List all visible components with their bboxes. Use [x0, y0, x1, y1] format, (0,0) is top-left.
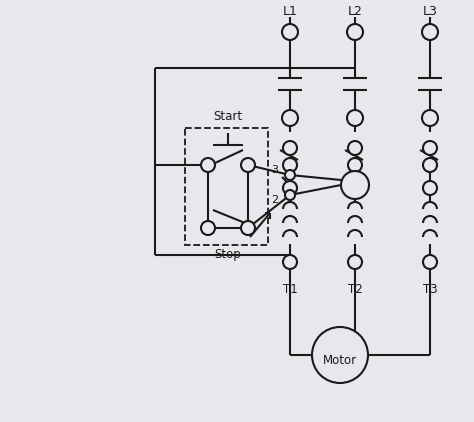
Circle shape [283, 158, 297, 172]
Text: T1: T1 [283, 283, 297, 296]
Circle shape [312, 327, 368, 383]
Circle shape [282, 24, 298, 40]
Text: Stop: Stop [215, 248, 241, 261]
Text: T3: T3 [423, 283, 438, 296]
Text: Start: Start [213, 110, 243, 123]
Text: 3: 3 [271, 165, 278, 175]
Circle shape [241, 221, 255, 235]
Text: T2: T2 [347, 283, 363, 296]
Circle shape [283, 181, 297, 195]
Circle shape [285, 190, 295, 200]
Bar [185, 128, 268, 245]
Circle shape [423, 158, 437, 172]
Circle shape [341, 171, 369, 199]
Circle shape [285, 170, 295, 180]
Circle shape [348, 141, 362, 155]
Circle shape [283, 255, 297, 269]
Text: L1: L1 [283, 5, 298, 18]
Circle shape [347, 24, 363, 40]
Circle shape [201, 158, 215, 172]
Circle shape [423, 141, 437, 155]
Circle shape [422, 110, 438, 126]
Circle shape [348, 255, 362, 269]
Circle shape [347, 110, 363, 126]
Text: L2: L2 [347, 5, 363, 18]
Circle shape [348, 181, 362, 195]
Circle shape [423, 255, 437, 269]
Circle shape [423, 181, 437, 195]
Text: Motor: Motor [323, 354, 357, 366]
Circle shape [348, 158, 362, 172]
Text: L3: L3 [422, 5, 438, 18]
Circle shape [201, 221, 215, 235]
Circle shape [283, 141, 297, 155]
Circle shape [282, 110, 298, 126]
Circle shape [241, 158, 255, 172]
Circle shape [422, 24, 438, 40]
Text: 2: 2 [271, 195, 278, 205]
